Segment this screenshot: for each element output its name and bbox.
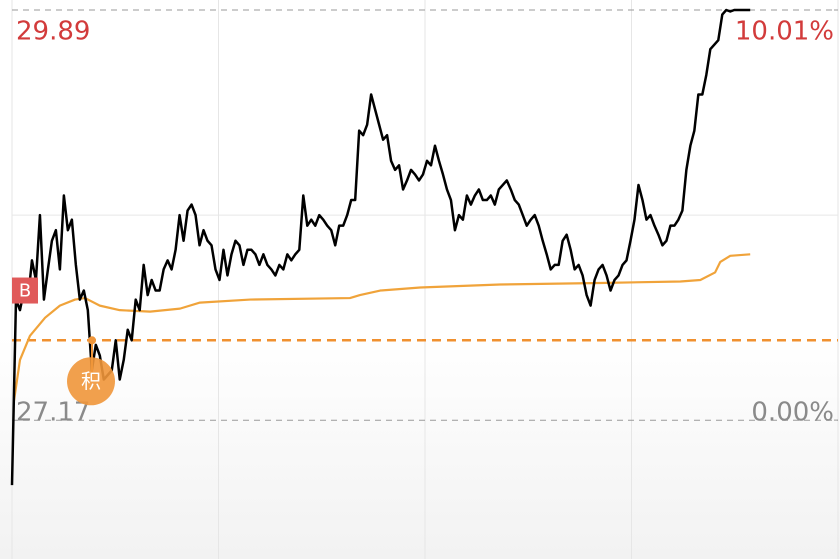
y-tick-label: 27.17 <box>16 398 90 428</box>
y2-tick-label: 0.00% <box>751 398 834 428</box>
series-line <box>10 8 751 486</box>
marker-dot <box>88 336 97 345</box>
marker-label: 积 <box>81 369 101 393</box>
marker-label: B <box>19 281 31 302</box>
y2-tick-label: 10.01% <box>735 17 834 47</box>
marker-badge <box>12 277 38 304</box>
series-line <box>12 253 751 401</box>
y-tick-label: 29.89 <box>16 17 90 47</box>
marker-circle <box>67 357 116 406</box>
